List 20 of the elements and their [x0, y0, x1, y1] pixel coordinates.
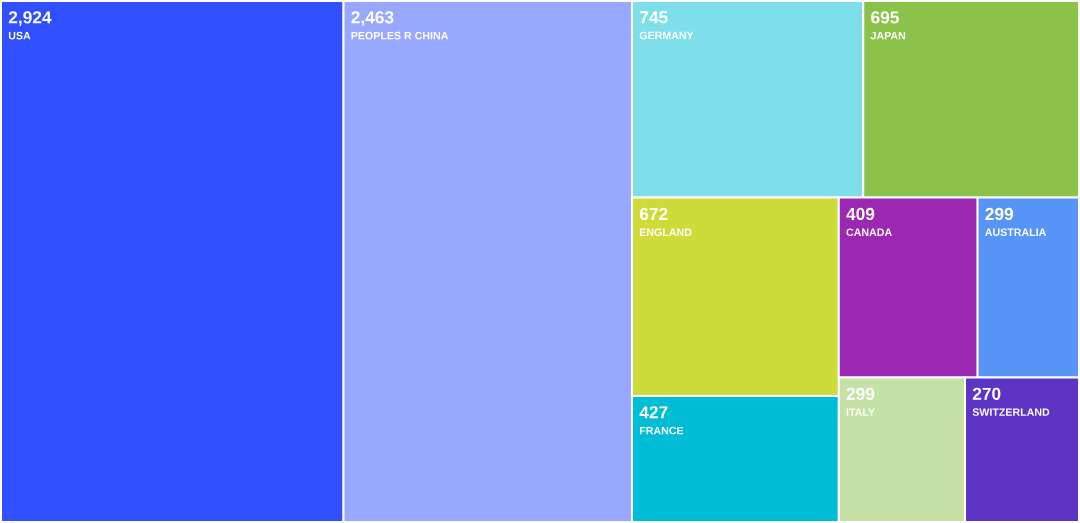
data-label: 409 — [846, 207, 875, 221]
data-label: 299 — [985, 207, 1014, 221]
data-label: 2,463 — [351, 11, 394, 26]
data-label: 695 — [871, 11, 899, 24]
category-label: CANADA — [846, 228, 892, 236]
category-label: GERMANY — [639, 31, 694, 40]
category-label: FRANCE — [639, 426, 684, 435]
category-label: JAPAN — [870, 31, 906, 40]
category-label: USA — [8, 31, 31, 40]
category-label: ENGLAND — [639, 228, 692, 236]
data-label: 2,924 — [8, 11, 52, 26]
category-label: ITALY — [846, 408, 875, 416]
category-label: SWITZERLAND — [972, 408, 1050, 416]
data-label: 299 — [846, 387, 875, 400]
category-label: AUSTRALIA — [985, 228, 1047, 236]
data-label: 745 — [640, 11, 668, 24]
data-label: 672 — [639, 207, 668, 221]
data-label: 427 — [639, 406, 668, 419]
category-label: PEOPLES R CHINA — [351, 31, 449, 40]
data-label: 270 — [972, 387, 1001, 400]
